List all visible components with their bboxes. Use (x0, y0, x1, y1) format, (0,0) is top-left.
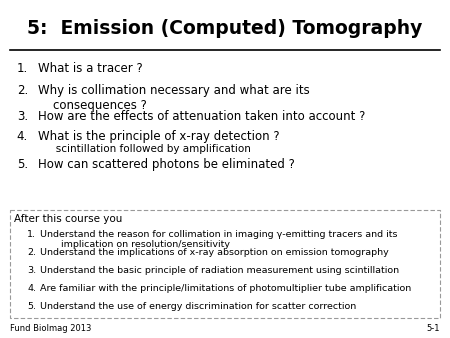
Text: 4.: 4. (27, 284, 36, 293)
Text: Understand the use of energy discrimination for scatter correction: Understand the use of energy discriminat… (40, 302, 356, 311)
Text: How are the effects of attenuation taken into account ?: How are the effects of attenuation taken… (38, 110, 365, 123)
Text: 1.: 1. (17, 62, 28, 75)
Text: What is a tracer ?: What is a tracer ? (38, 62, 143, 75)
Text: 4.: 4. (17, 130, 28, 143)
Text: 5.: 5. (17, 158, 28, 171)
Text: Are familiar with the principle/limitations of photomultiplier tube amplificatio: Are familiar with the principle/limitati… (40, 284, 411, 293)
Text: 3.: 3. (17, 110, 28, 123)
Text: Fund BioImag 2013: Fund BioImag 2013 (10, 324, 91, 333)
Text: 2.: 2. (17, 84, 28, 97)
Text: 5-1: 5-1 (427, 324, 440, 333)
Text: How can scattered photons be eliminated ?: How can scattered photons be eliminated … (38, 158, 295, 171)
Text: Understand the implications of x-ray absorption on emission tomography: Understand the implications of x-ray abs… (40, 248, 389, 257)
Text: Why is collimation necessary and what are its
    consequences ?: Why is collimation necessary and what ar… (38, 84, 310, 112)
Text: Understand the basic principle of radiation measurement using scintillation: Understand the basic principle of radiat… (40, 266, 399, 275)
FancyBboxPatch shape (10, 210, 440, 318)
Text: Understand the reason for collimation in imaging γ-emitting tracers and its
    : Understand the reason for collimation in… (40, 230, 397, 249)
Text: 5.: 5. (27, 302, 36, 311)
Text: What is the principle of x-ray detection ?: What is the principle of x-ray detection… (38, 130, 279, 143)
Text: scintillation followed by amplification: scintillation followed by amplification (46, 144, 251, 154)
Text: 2.: 2. (27, 248, 36, 257)
Text: 5:  Emission (Computed) Tomography: 5: Emission (Computed) Tomography (27, 19, 423, 38)
Text: 3.: 3. (27, 266, 36, 275)
Text: After this course you: After this course you (14, 214, 122, 224)
Text: 1.: 1. (27, 230, 36, 239)
